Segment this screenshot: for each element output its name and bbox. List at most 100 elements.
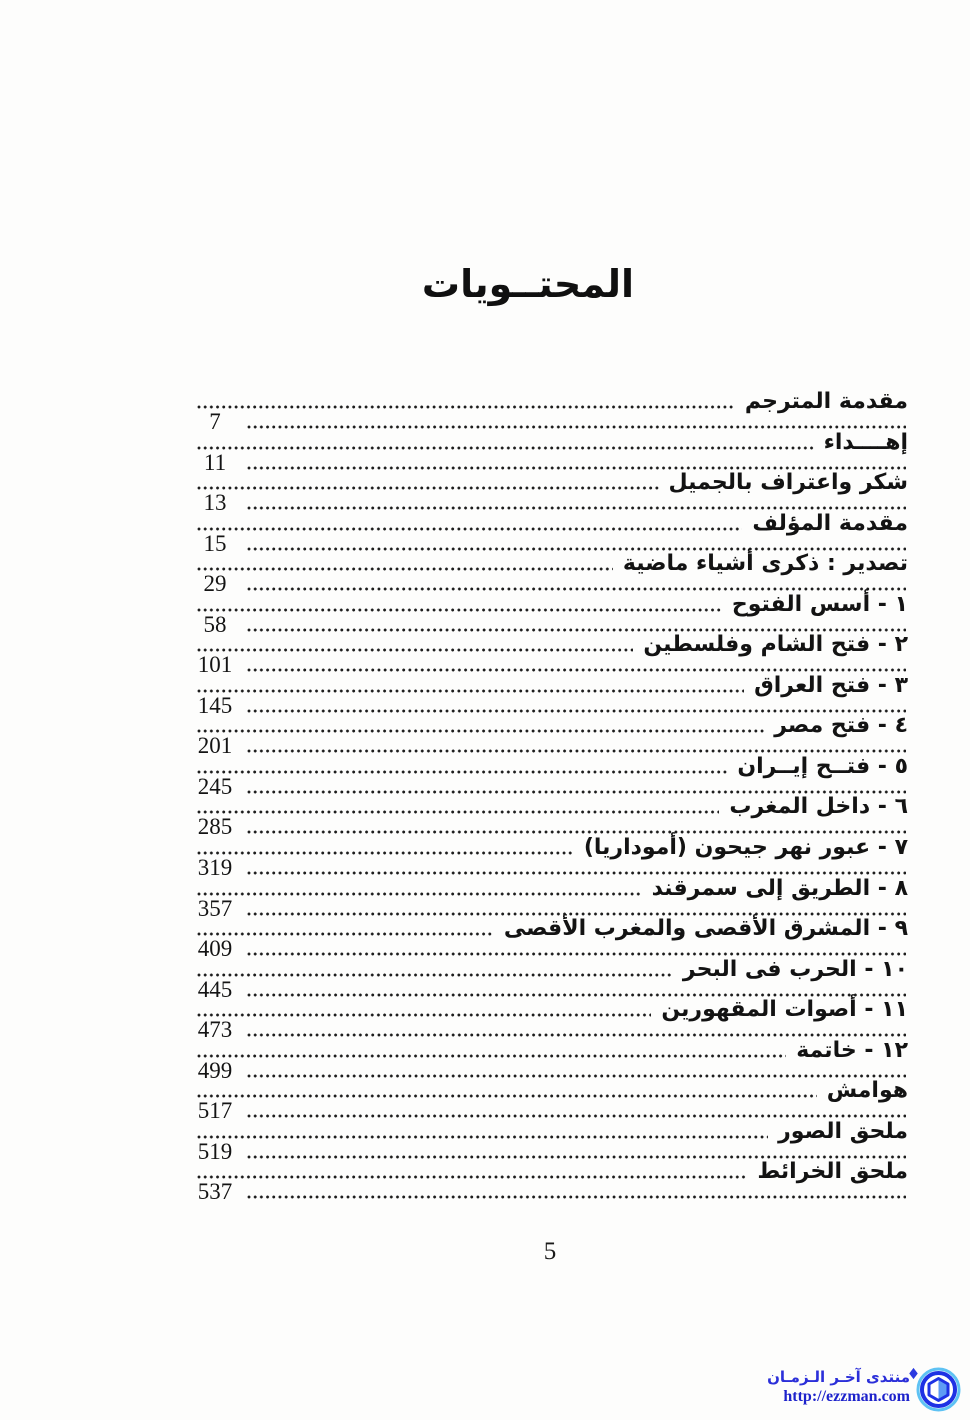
toc-list: مقدمة المترجم 7 إهــــداء 11 شكر واعتراف…: [192, 389, 908, 1205]
dot-leader: [196, 919, 494, 940]
toc-entry: ٣ - فتح العراق 145: [192, 672, 908, 717]
toc-entry-title: ٤ - فتح مصر: [774, 713, 908, 739]
dot-leader: [196, 838, 574, 859]
toc-entry-page-number: 473: [197, 1017, 233, 1043]
dot-leader: [246, 1101, 906, 1122]
toc-entry-title-row: إهــــداء: [192, 429, 908, 455]
toc-entry-title: ملحق الخرائط: [757, 1159, 908, 1185]
toc-entry: ٤ - فتح مصر 201: [192, 713, 908, 757]
toc-entry-title-row: ١٠ - الحرب فى البحر: [192, 956, 908, 982]
toc-entry-title-row: مقدمة المترجم: [192, 389, 908, 414]
toc-entry-page-row: 519: [192, 1138, 908, 1164]
toc-entry-title: ٩ - المشرق الأقصى والمغرب الأقصى: [503, 916, 908, 942]
toc-entry-page-number: 519: [197, 1138, 233, 1164]
dot-leader: [246, 533, 906, 554]
toc-entry-title-row: ٦ - داخل المغرب: [192, 794, 908, 820]
toc-entry-title: ٧ - عبور نهر جيحون (أموداريا): [583, 835, 908, 861]
toc-entry-page-row: 101: [192, 653, 908, 676]
toc-entry-title-row: ١٢ - خاتمة: [192, 1039, 908, 1061]
forum-logo-icon: [909, 1364, 962, 1414]
dot-leader: [196, 513, 743, 534]
toc-entry-page-row: 245: [192, 775, 908, 798]
toc-entry-title-row: ملحق الصور: [192, 1120, 908, 1142]
toc-entry-page-number: 499: [197, 1057, 233, 1083]
toc-entry-page-number: 29: [203, 571, 227, 597]
toc-entry-title: ٦ - داخل المغرب: [729, 794, 908, 820]
toc-entry: مقدمة المؤلف 15: [192, 510, 908, 556]
toc-entry-page-row: 58: [192, 611, 908, 637]
toc-entry-page-row: 201: [192, 734, 908, 757]
toc-entry-title: شكر واعتراف بالجميل: [668, 470, 908, 496]
toc-entry: ١٢ - خاتمة 499: [192, 1039, 908, 1083]
toc-entry: ملحق الصور 519: [192, 1120, 908, 1164]
toc-entry-title-row: ٤ - فتح مصر: [192, 713, 908, 739]
toc-entry-title-row: تصدير : ذكرى أشياء ماضية: [192, 553, 908, 575]
dot-leader: [196, 716, 765, 737]
toc-entry-page-row: 29: [192, 571, 908, 597]
toc-entry-title-row: ملحق الخرائط: [192, 1159, 908, 1185]
toc-entry-page-row: 517: [192, 1098, 908, 1124]
toc-entry-page-row: 7: [192, 409, 908, 434]
toc-entry-title: ١٠ - الحرب فى البحر: [682, 956, 908, 982]
toc-entry-page-row: 473: [192, 1017, 908, 1043]
toc-entry-title-row: ٥ - فتــح إيــران: [192, 755, 908, 777]
toc-entry-page-number: 517: [197, 1098, 233, 1124]
toc-entry-title: إهــــداء: [823, 429, 908, 455]
dot-leader: [246, 979, 906, 1000]
toc-entry: ٦ - داخل المغرب 285: [192, 794, 908, 840]
toc-entry-title: مقدمة المؤلف: [752, 510, 908, 536]
dot-leader: [246, 898, 906, 919]
toc-entry-page-number: 285: [197, 814, 233, 840]
dot-leader: [196, 1081, 817, 1102]
toc-entry-title: ٢ - فتح الشام وفلسطين: [643, 632, 908, 658]
dot-leader: [246, 1182, 906, 1203]
toc-entry: تصدير : ذكرى أشياء ماضية 29: [192, 553, 908, 597]
toc-entry: شكر واعتراف بالجميل 13: [192, 470, 908, 516]
forum-watermark: منتدى آخـر الـزمـان http://ezzman.com: [767, 1364, 962, 1414]
toc-entry-page-row: 145: [192, 694, 908, 717]
dot-leader: [246, 939, 906, 960]
toc-entry: ٥ - فتــح إيــران 245: [192, 755, 908, 798]
toc-entry-title-row: شكر واعتراف بالجميل: [192, 470, 908, 496]
toc-entry-title-row: ٣ - فتح العراق: [192, 672, 908, 698]
toc-entry-title-row: ٩ - المشرق الأقصى والمغرب الأقصى: [192, 916, 908, 942]
dot-leader: [196, 878, 642, 899]
toc-entry-page-number: 319: [197, 855, 233, 881]
dot-leader: [196, 392, 735, 412]
toc-entry-title: ٣ - فتح العراق: [754, 672, 908, 698]
toc-entry-title: هوامش: [826, 1078, 908, 1104]
dot-leader: [246, 655, 906, 676]
toc-entry-page-number: 13: [203, 490, 227, 516]
dot-leader: [196, 554, 613, 575]
toc-entry-page-row: 13: [192, 490, 908, 516]
toc-entry-page-number: 58: [203, 611, 227, 637]
toc-entry: هوامش 517: [192, 1078, 908, 1124]
toc-entry-title: ١١ - أصوات المقهورين: [661, 997, 908, 1023]
dot-leader: [246, 817, 906, 838]
dot-leader: [196, 432, 814, 453]
dot-leader: [246, 412, 906, 432]
dot-leader: [196, 473, 659, 494]
toc-entry-page-row: 357: [192, 897, 908, 920]
toc-entry-page-number: 15: [203, 530, 227, 556]
toc-entry-title-row: ٨ - الطريق إلى سمرقند: [192, 875, 908, 901]
dot-leader: [246, 574, 906, 595]
dot-leader: [196, 756, 728, 777]
toc-entry-page-row: 11: [192, 449, 908, 475]
toc-entry-title: مقدمة المترجم: [744, 389, 908, 414]
watermark-text-block: منتدى آخـر الـزمـان http://ezzman.com: [767, 1368, 910, 1407]
dot-leader: [246, 695, 906, 716]
dot-leader: [196, 1040, 787, 1061]
toc-entry-title-row: ١١ - أصوات المقهورين: [192, 997, 908, 1023]
toc-entry-page-number: 7: [209, 409, 221, 434]
toc-entry-page-row: 409: [192, 937, 908, 960]
dot-leader: [196, 1000, 652, 1021]
toc-entry-page-row: 445: [192, 978, 908, 1001]
toc-entry-title: ٨ - الطريق إلى سمرقند: [651, 875, 908, 901]
dot-leader: [246, 858, 906, 879]
dot-leader: [196, 635, 634, 656]
toc-entry-page-number: 11: [203, 449, 227, 475]
toc-entry-page-number: 537: [197, 1179, 233, 1205]
dot-leader: [246, 776, 906, 797]
toc-entry-page-row: 499: [192, 1057, 908, 1083]
